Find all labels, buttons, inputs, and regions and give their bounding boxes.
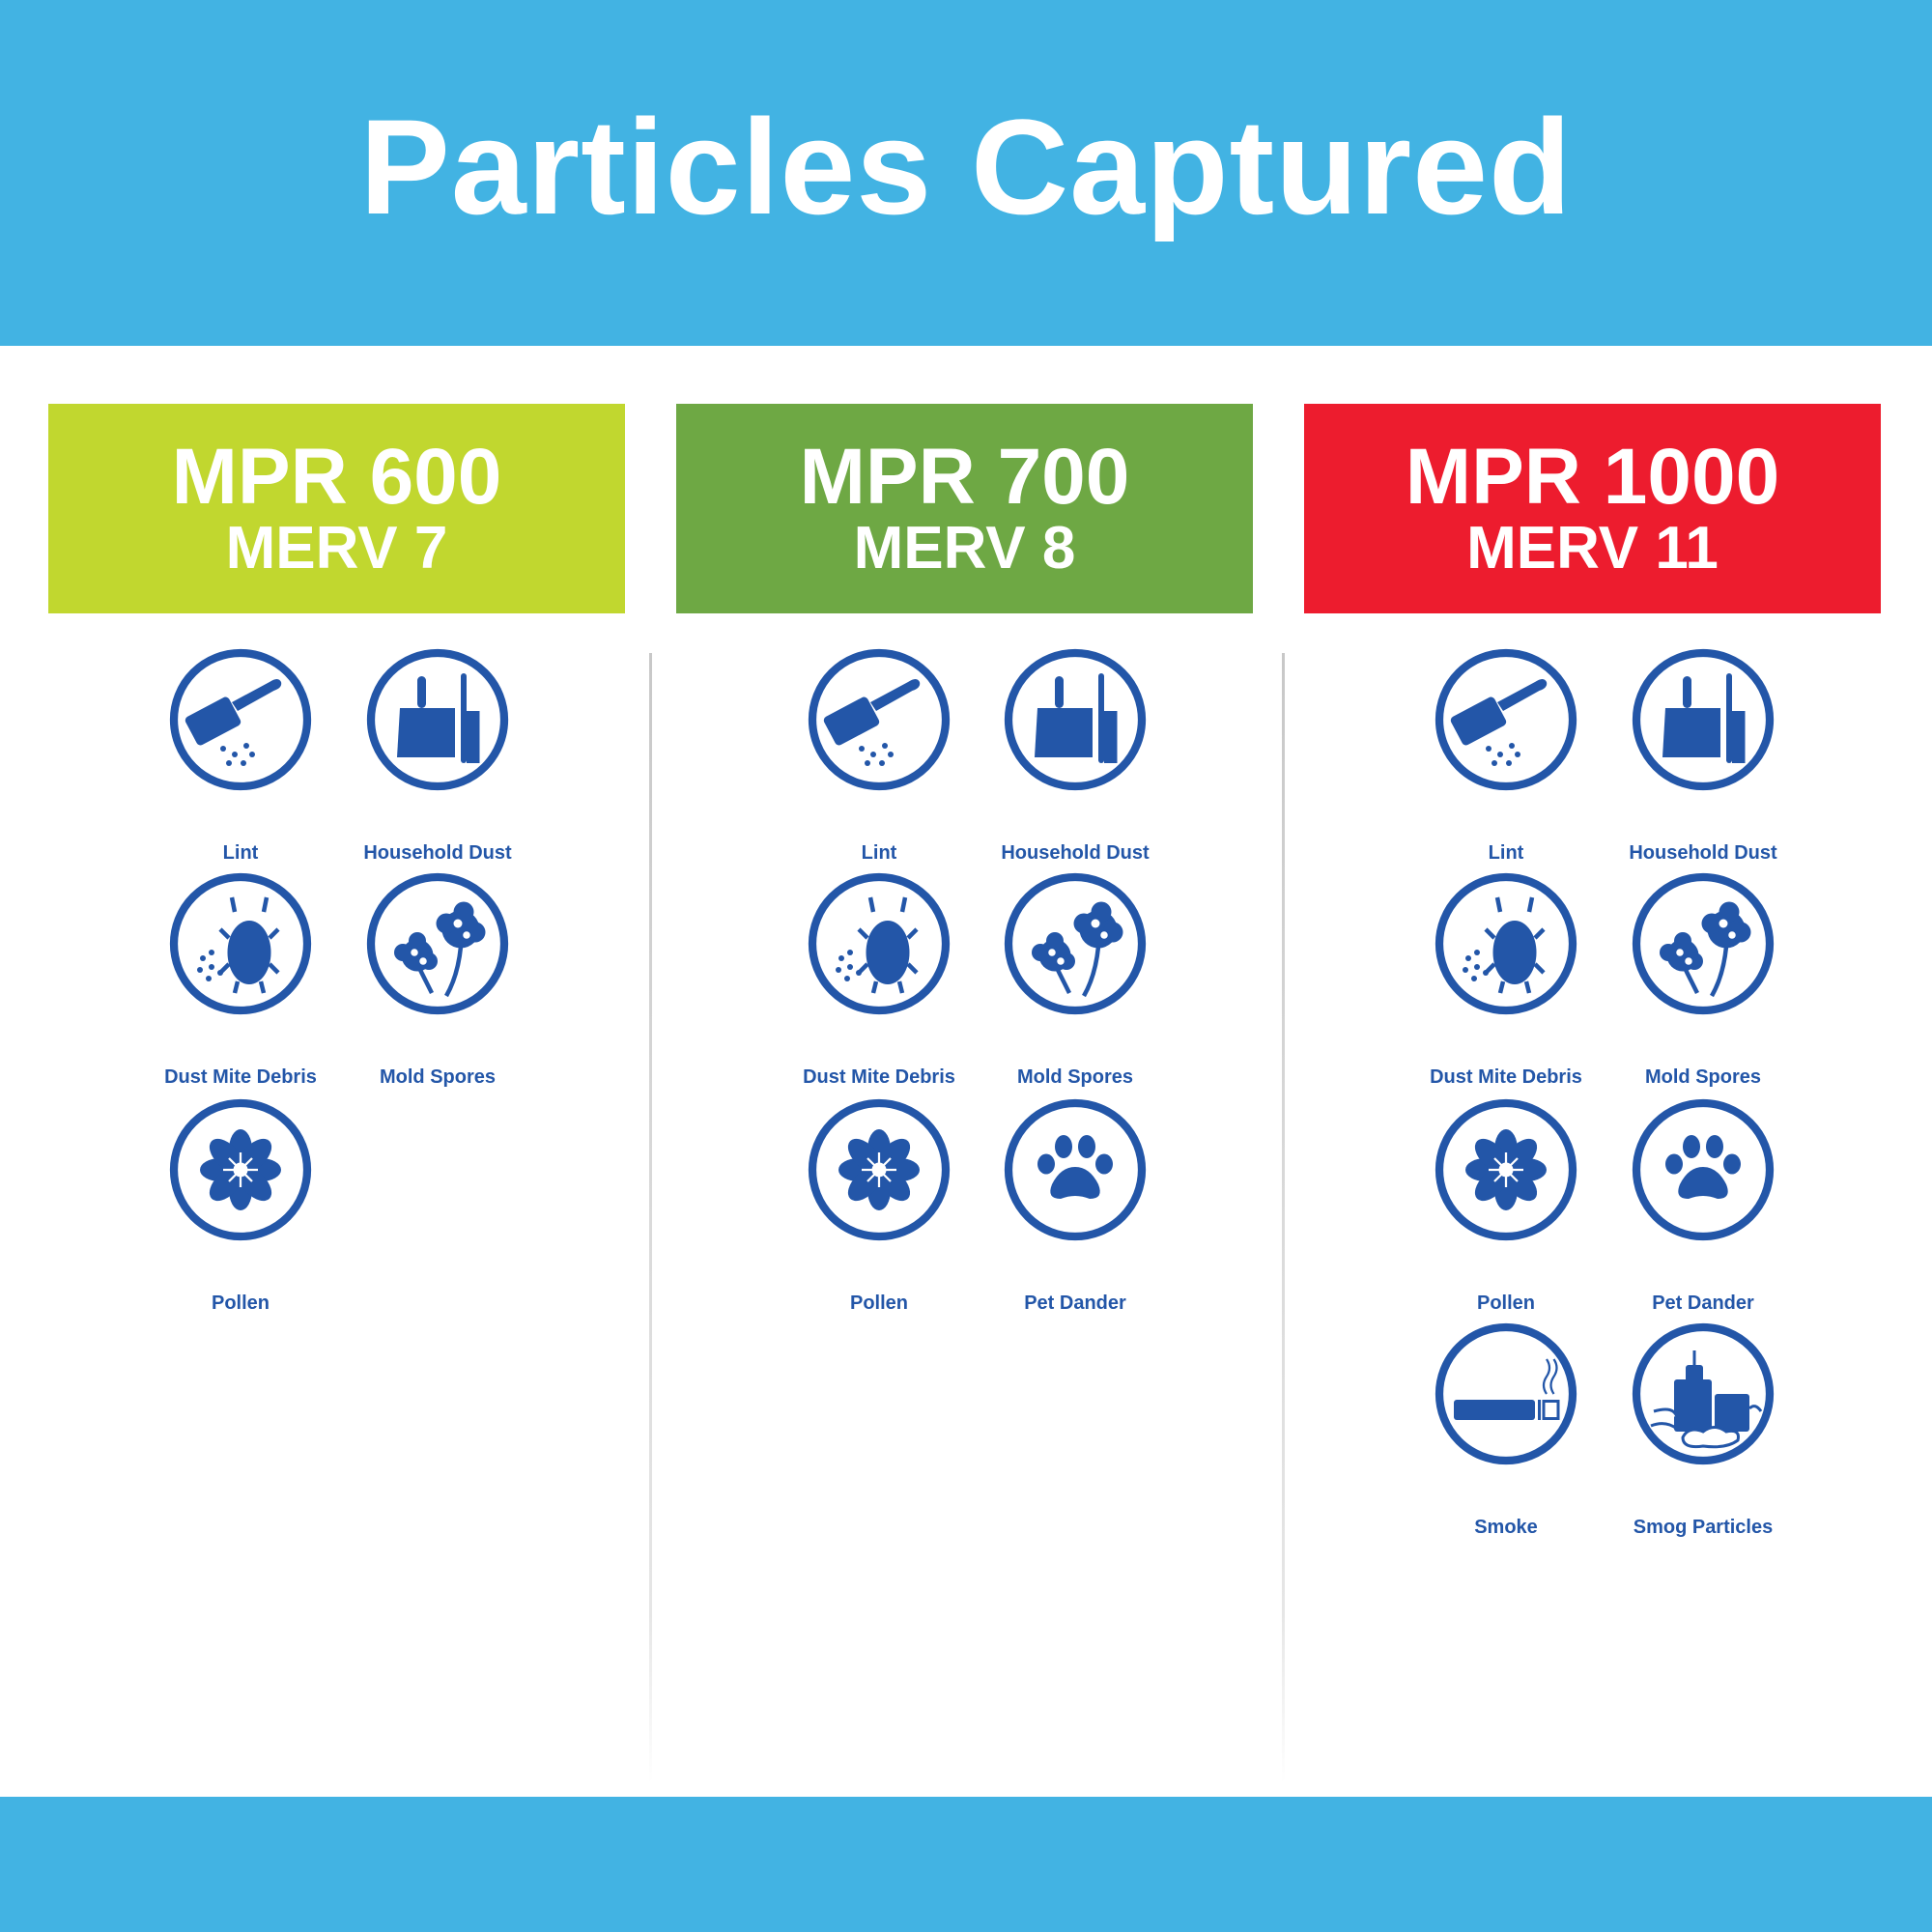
particle-item: Pollen: [1400, 1097, 1612, 1315]
particle-item: Mold Spores: [1597, 871, 1809, 1089]
footer-band: [0, 1797, 1932, 1932]
dustpan-brush-icon: [1004, 648, 1147, 791]
filter-column: MPR 1000 MERV 11: [1304, 404, 1881, 613]
particle-item: Smoke: [1400, 1321, 1612, 1539]
particle-item: Household Dust: [969, 647, 1181, 865]
particle-label: Smoke: [1474, 1517, 1538, 1538]
city-smog-icon: [1632, 1322, 1775, 1465]
lint-roller-icon: [169, 648, 312, 791]
particle-label: Dust Mite Debris: [164, 1066, 317, 1088]
pollen-icon: [169, 1098, 312, 1241]
particle-item: Lint: [773, 647, 985, 865]
lint-roller-icon: [1435, 648, 1577, 791]
particle-item: Household Dust: [1597, 647, 1809, 865]
particle-item: Mold Spores: [969, 871, 1181, 1089]
particle-item: Mold Spores: [331, 871, 544, 1089]
particle-item: Pet Dander: [969, 1097, 1181, 1315]
particle-item: Lint: [1400, 647, 1612, 865]
pollen-icon: [1435, 1098, 1577, 1241]
particle-label: Lint: [222, 842, 259, 864]
page-title: Particles Captured: [359, 91, 1573, 242]
particle-label: Mold Spores: [1016, 1066, 1133, 1088]
lint-roller-icon: [808, 648, 951, 791]
particle-item: Dust Mite Debris: [1400, 871, 1612, 1089]
particle-label: Household Dust: [1629, 842, 1777, 864]
column-divider: [1282, 653, 1285, 1783]
rating-badge: MPR 1000 MERV 11: [1304, 404, 1881, 613]
cigarette-icon: [1435, 1322, 1577, 1465]
particle-item: Lint: [134, 647, 347, 865]
merv-rating: MERV 8: [853, 514, 1076, 582]
paw-print-icon: [1632, 1098, 1775, 1241]
particle-label: Pet Dander: [1024, 1293, 1126, 1314]
merv-rating: MERV 11: [1466, 514, 1719, 582]
rating-badge: MPR 600 MERV 7: [48, 404, 625, 613]
particle-label: Pollen: [1476, 1293, 1535, 1314]
column-divider: [649, 653, 652, 1783]
particle-label: Dust Mite Debris: [1430, 1066, 1582, 1088]
dust-mite-icon: [1435, 872, 1577, 1015]
dust-mite-icon: [808, 872, 951, 1015]
particle-label: Pollen: [849, 1293, 908, 1314]
particle-label: Pet Dander: [1652, 1293, 1754, 1314]
particle-item: Pollen: [773, 1097, 985, 1315]
particle-label: Lint: [861, 842, 897, 864]
particle-item: Dust Mite Debris: [773, 871, 985, 1089]
particle-item: Household Dust: [331, 647, 544, 865]
particle-item: Pollen: [134, 1097, 347, 1315]
particle-label: Household Dust: [363, 842, 512, 864]
merv-rating: MERV 7: [225, 514, 448, 582]
particle-item: Smog Particles: [1597, 1321, 1809, 1539]
dust-mite-icon: [169, 872, 312, 1015]
particle-label: Pollen: [211, 1293, 270, 1314]
pollen-icon: [808, 1098, 951, 1241]
filter-column: MPR 600 MERV 7: [48, 404, 625, 613]
particle-item: Pet Dander: [1597, 1097, 1809, 1315]
particle-label: Mold Spores: [1644, 1066, 1761, 1088]
mpr-rating: MPR 700: [799, 432, 1130, 521]
filter-column: MPR 700 MERV 8: [676, 404, 1253, 613]
particle-label: Mold Spores: [379, 1066, 496, 1088]
mpr-rating: MPR 600: [171, 432, 502, 521]
particle-label: Household Dust: [1001, 842, 1150, 864]
dustpan-brush-icon: [1632, 648, 1775, 791]
particle-label: Lint: [1488, 842, 1524, 864]
header-band: Particles Captured: [0, 0, 1932, 346]
particle-label: Dust Mite Debris: [803, 1066, 955, 1088]
mold-spores-icon: [1632, 872, 1775, 1015]
particle-label: Smog Particles: [1633, 1517, 1774, 1538]
paw-print-icon: [1004, 1098, 1147, 1241]
mold-spores-icon: [1004, 872, 1147, 1015]
mpr-rating: MPR 1000: [1405, 432, 1780, 521]
particle-item: Dust Mite Debris: [134, 871, 347, 1089]
dustpan-brush-icon: [366, 648, 509, 791]
rating-badge: MPR 700 MERV 8: [676, 404, 1253, 613]
mold-spores-icon: [366, 872, 509, 1015]
